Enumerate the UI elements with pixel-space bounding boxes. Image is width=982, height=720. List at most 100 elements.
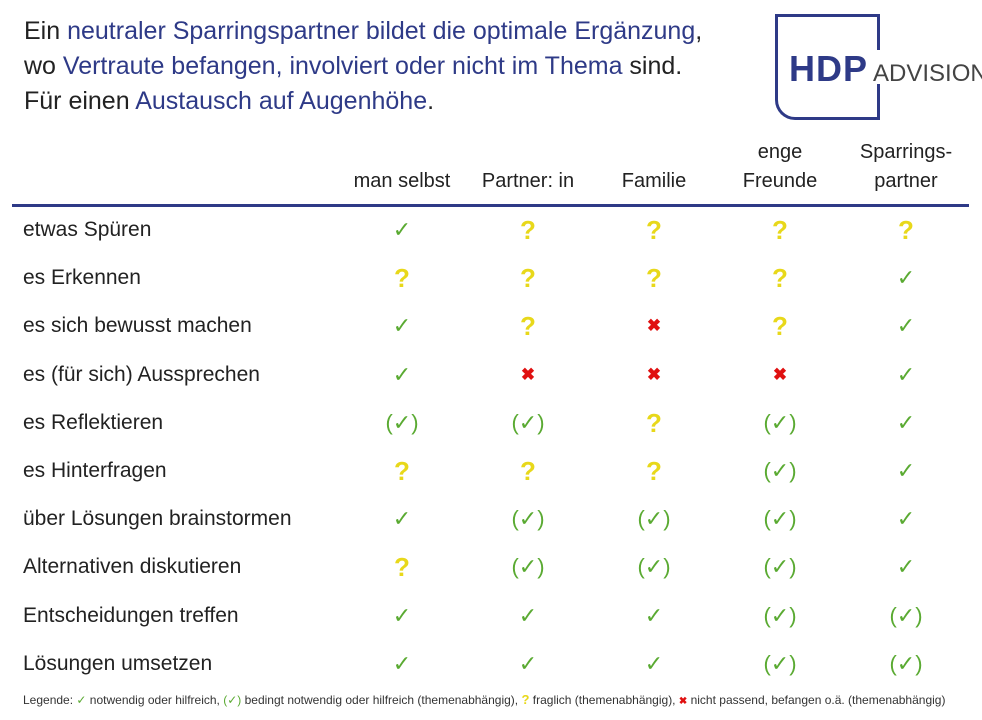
column-header: Partner: in: [465, 140, 591, 196]
headline-text: Für einen: [24, 87, 136, 115]
check-icon: ✓: [392, 506, 412, 532]
partial-check-icon: (✓): [889, 602, 923, 628]
row-label: es Hinterfragen: [23, 459, 167, 482]
table-row: Lösungen umsetzen ✓ ✓ ✓ (✓) (✓): [0, 640, 982, 688]
partial-check-icon: (✓): [385, 409, 419, 435]
logo-advision: ADVISION: [873, 60, 982, 87]
question-icon: ?: [898, 215, 914, 245]
column-header: enge Freunde: [717, 140, 843, 196]
row-label: Alternativen diskutieren: [23, 555, 242, 579]
column-header-line: Freunde: [742, 170, 818, 192]
cross-icon: ✖: [520, 364, 536, 384]
table-row: es (für sich) Aussprechen ✓ ✖ ✖ ✖ ✓: [0, 351, 982, 399]
partial-check-icon: (✓): [763, 506, 797, 532]
headline-text: wo: [24, 52, 63, 80]
column-header-line: Partner: in: [481, 170, 575, 192]
column-header-line: partner: [874, 170, 938, 192]
check-icon: ✓: [392, 650, 412, 676]
legend: Legende: ✓ notwendig oder hilfreich, (✓)…: [23, 692, 945, 707]
check-icon: ✓: [392, 361, 412, 387]
question-icon: ?: [772, 311, 788, 342]
partial-check-icon: (✓): [763, 409, 797, 435]
question-icon: ?: [646, 215, 662, 245]
check-icon: ✓: [644, 602, 664, 628]
check-icon: ✓: [896, 265, 916, 291]
row-label: Lösungen umsetzen: [23, 651, 213, 675]
question-icon: ?: [520, 456, 536, 486]
cross-icon: ✖: [772, 364, 788, 384]
check-icon: ✓: [76, 693, 87, 707]
question-icon: ?: [772, 263, 788, 294]
table-row: es sich bewusst machen ✓? ✖? ✓: [0, 302, 982, 350]
column-header-line: Sparrings-: [859, 141, 953, 163]
headline-highlight: Austausch auf Augenhöhe: [135, 87, 428, 115]
partial-check-icon: (✓): [763, 458, 797, 483]
table-row: es Reflektieren (✓) (✓)? (✓) ✓: [0, 399, 982, 447]
row-label: es sich bewusst machen: [23, 314, 252, 338]
row-label: es (für sich) Aussprechen: [23, 362, 260, 386]
cross-icon: ✖: [678, 696, 688, 707]
question-icon: ?: [520, 311, 536, 342]
partial-check-icon: (✓): [511, 506, 545, 532]
logo-hdp: HDP: [789, 48, 869, 89]
legend-partial: bedingt notwendig oder hilfreich (themen…: [244, 693, 522, 707]
row-label: etwas Spüren: [23, 218, 152, 241]
table-row: Entscheidungen treffen ✓ ✓ ✓ (✓) (✓): [0, 592, 982, 640]
partial-check-icon: (✓): [637, 506, 671, 532]
column-header-line: man selbst: [353, 170, 451, 192]
column-header-line: enge: [757, 141, 803, 163]
table-row: über Lösungen brainstormen ✓ (✓) (✓) (✓) ✓: [0, 495, 982, 543]
headline-text: ,: [695, 17, 703, 45]
partial-check-icon: (✓): [889, 650, 923, 676]
row-label: es Erkennen: [23, 266, 141, 290]
check-icon: ✓: [896, 409, 916, 435]
question-icon: ?: [646, 456, 662, 486]
check-icon: ✓: [392, 217, 412, 242]
row-label: Entscheidungen treffen: [23, 603, 239, 627]
headline-text: .: [427, 87, 435, 115]
check-icon: ✓: [896, 458, 916, 483]
check-icon: ✓: [896, 506, 916, 532]
check-icon: ✓: [392, 313, 412, 339]
question-icon: ?: [394, 456, 410, 486]
partial-check-icon: (✓): [511, 409, 545, 435]
question-icon: ?: [394, 552, 410, 583]
headline-highlight: Vertraute befangen, involviert oder nich…: [62, 52, 623, 80]
headline: Ein neutraler Sparringspartner bildet di…: [24, 14, 702, 119]
question-icon: ?: [520, 263, 536, 294]
partial-check-icon: (✓): [511, 554, 545, 580]
table-row: es Hinterfragen??? (✓) ✓: [0, 447, 982, 495]
cross-icon: ✖: [646, 316, 662, 336]
column-header-line: Familie: [621, 170, 687, 192]
legend-check: notwendig oder hilfreich,: [89, 693, 224, 707]
check-icon: ✓: [518, 602, 538, 628]
check-icon: ✓: [518, 650, 538, 676]
headline-text: Ein: [24, 17, 68, 45]
partial-check-icon: (✓): [223, 693, 242, 707]
row-label: es Reflektieren: [23, 410, 164, 434]
question-icon: ?: [394, 263, 410, 294]
column-header: Familie: [591, 140, 717, 196]
partial-check-icon: (✓): [763, 602, 797, 628]
table-row: Alternativen diskutieren? (✓) (✓) (✓) ✓: [0, 543, 982, 591]
legend-question: fraglich (themenabhängig),: [532, 693, 679, 707]
column-header: man selbst: [339, 140, 465, 196]
header-divider: [12, 204, 969, 207]
row-label: über Lösungen brainstormen: [23, 507, 292, 531]
check-icon: ✓: [896, 554, 916, 580]
legend-cross: nicht passend, befangen o.ä. (themenabhä…: [690, 693, 946, 707]
legend-prefix: Legende:: [23, 693, 77, 707]
table-row: es Erkennen???? ✓: [0, 254, 982, 302]
hdp-advision-logo: HDP ADVISION: [775, 14, 982, 120]
check-icon: ✓: [644, 650, 664, 676]
check-icon: ✓: [392, 602, 412, 628]
column-header: Sparrings-partner: [843, 140, 969, 196]
headline-highlight: neutraler Sparringspartner bildet die op…: [67, 17, 696, 45]
partial-check-icon: (✓): [637, 554, 671, 580]
question-icon: ?: [520, 215, 536, 245]
partial-check-icon: (✓): [763, 650, 797, 676]
check-icon: ✓: [896, 313, 916, 339]
question-icon: ?: [521, 692, 530, 707]
question-icon: ?: [646, 407, 662, 438]
question-icon: ?: [772, 215, 788, 245]
